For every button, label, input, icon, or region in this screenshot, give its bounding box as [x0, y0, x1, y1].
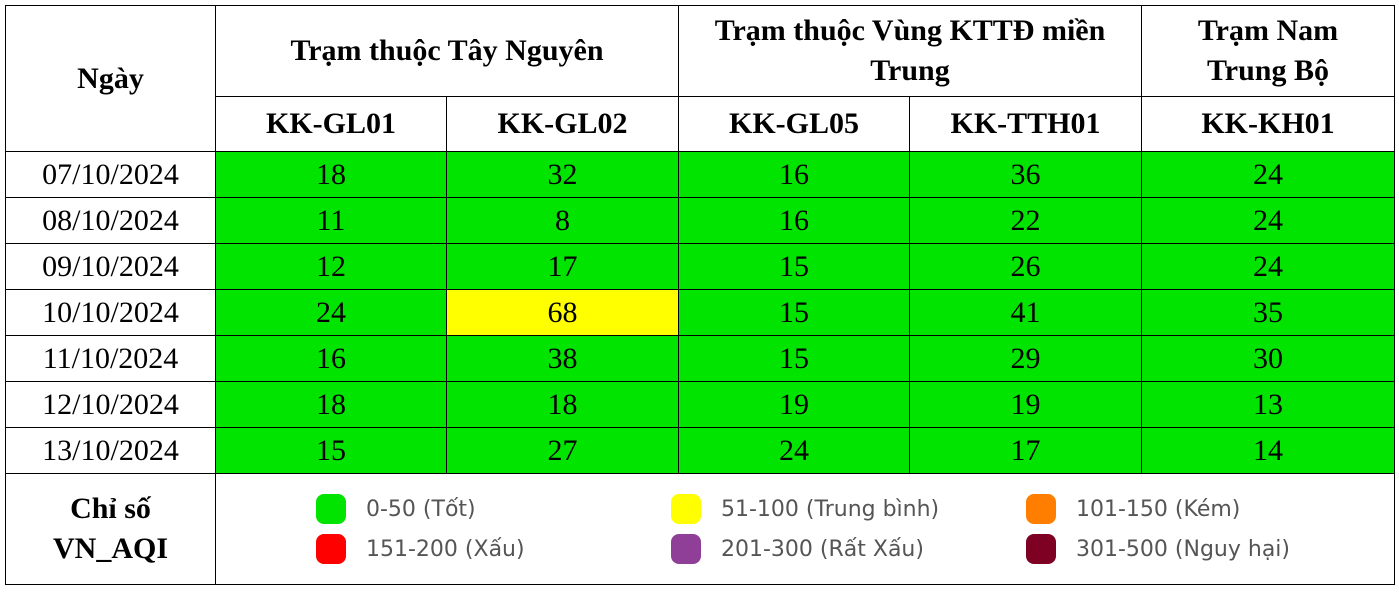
- table-row: 11/10/2024 16 38 15 29 30: [5, 335, 1395, 382]
- aqi-value-cell: 17: [909, 427, 1142, 474]
- legend-label: Chỉ số VN_AQI: [5, 473, 216, 585]
- table-row: 12/10/2024 18 18 19 19 13: [5, 381, 1395, 428]
- aqi-value-cell: 13: [1141, 381, 1395, 428]
- date-cell: 09/10/2024: [5, 243, 216, 290]
- legend-item-label: 0-50 (Tốt): [366, 496, 476, 522]
- legend-item: 101-150 (Kém): [1026, 494, 1346, 524]
- aqi-value-cell: 41: [909, 289, 1142, 336]
- aqi-value-cell: 16: [678, 197, 910, 244]
- group-header-tay-nguyen: Trạm thuộc Tây Nguyên: [215, 5, 679, 97]
- station-header: KK-GL02: [446, 96, 679, 152]
- date-column-header: Ngày: [5, 5, 216, 152]
- group-header-kttd-mien-trung: Trạm thuộc Vùng KTTĐ miền Trung: [678, 5, 1142, 97]
- aqi-value-cell: 24: [1141, 197, 1395, 244]
- date-cell: 08/10/2024: [5, 197, 216, 244]
- aqi-value-cell: 32: [446, 151, 679, 198]
- aqi-value-cell: 24: [215, 289, 447, 336]
- table-row: 08/10/2024 11 8 16 22 24: [5, 197, 1395, 244]
- legend-item: 151-200 (Xấu): [316, 534, 671, 564]
- table-row: 09/10/2024 12 17 15 26 24: [5, 243, 1395, 290]
- aqi-value-cell: 15: [678, 335, 910, 382]
- aqi-value-cell: 24: [678, 427, 910, 474]
- legend-item: 301-500 (Nguy hại): [1026, 534, 1346, 564]
- legend-item: 0-50 (Tốt): [316, 494, 671, 524]
- aqi-value-cell: 35: [1141, 289, 1395, 336]
- aqi-value-cell: 14: [1141, 427, 1395, 474]
- aqi-value-cell: 68: [446, 289, 679, 336]
- station-header: KK-KH01: [1141, 96, 1395, 152]
- aqi-value-cell: 36: [909, 151, 1142, 198]
- aqi-value-cell: 15: [678, 243, 910, 290]
- legend: 0-50 (Tốt) 51-100 (Trung bình) 101-150 (Ké…: [215, 473, 1395, 585]
- aqi-value-cell: 15: [215, 427, 447, 474]
- date-cell: 12/10/2024: [5, 381, 216, 428]
- aqi-value-cell: 12: [215, 243, 447, 290]
- table-row: 13/10/2024 15 27 24 17 14: [5, 427, 1395, 474]
- legend-swatch-icon: [1026, 534, 1056, 564]
- aqi-value-cell: 24: [1141, 151, 1395, 198]
- legend-item-label: 101-150 (Kém): [1076, 496, 1241, 522]
- aqi-value-cell: 8: [446, 197, 679, 244]
- legend-item-label: 51-100 (Trung bình): [721, 496, 940, 522]
- aqi-value-cell: 19: [678, 381, 910, 428]
- group-header-nam-trung-bo: Trạm Nam Trung Bộ: [1141, 5, 1395, 97]
- aqi-value-cell: 15: [678, 289, 910, 336]
- aqi-table: Ngày Trạm thuộc Tây Nguyên Trạm thuộc Vù…: [5, 5, 1395, 585]
- aqi-value-cell: 18: [446, 381, 679, 428]
- table-row: 10/10/2024 24 68 15 41 35: [5, 289, 1395, 336]
- legend-item-label: 201-300 (Rất Xấu): [721, 536, 924, 562]
- legend-swatch-icon: [671, 494, 701, 524]
- aqi-value-cell: 17: [446, 243, 679, 290]
- legend-swatch-icon: [316, 534, 346, 564]
- aqi-value-cell: 18: [215, 381, 447, 428]
- station-header: KK-GL05: [678, 96, 910, 152]
- legend-swatch-icon: [1026, 494, 1056, 524]
- station-header: KK-GL01: [215, 96, 447, 152]
- legend-item: 201-300 (Rất Xấu): [671, 534, 1026, 564]
- legend-item-label: 301-500 (Nguy hại): [1076, 536, 1290, 562]
- date-cell: 13/10/2024: [5, 427, 216, 474]
- table-row: 07/10/2024 18 32 16 36 24: [5, 151, 1395, 198]
- aqi-value-cell: 38: [446, 335, 679, 382]
- aqi-value-cell: 19: [909, 381, 1142, 428]
- aqi-value-cell: 24: [1141, 243, 1395, 290]
- aqi-value-cell: 26: [909, 243, 1142, 290]
- date-cell: 11/10/2024: [5, 335, 216, 382]
- date-cell: 07/10/2024: [5, 151, 216, 198]
- aqi-value-cell: 16: [678, 151, 910, 198]
- aqi-value-cell: 18: [215, 151, 447, 198]
- date-cell: 10/10/2024: [5, 289, 216, 336]
- aqi-value-cell: 11: [215, 197, 447, 244]
- legend-item-label: 151-200 (Xấu): [366, 536, 525, 562]
- legend-swatch-icon: [316, 494, 346, 524]
- aqi-value-cell: 29: [909, 335, 1142, 382]
- legend-swatch-icon: [671, 534, 701, 564]
- aqi-value-cell: 27: [446, 427, 679, 474]
- aqi-value-cell: 30: [1141, 335, 1395, 382]
- aqi-value-cell: 22: [909, 197, 1142, 244]
- aqi-value-cell: 16: [215, 335, 447, 382]
- legend-item: 51-100 (Trung bình): [671, 494, 1026, 524]
- station-header: KK-TTH01: [909, 96, 1142, 152]
